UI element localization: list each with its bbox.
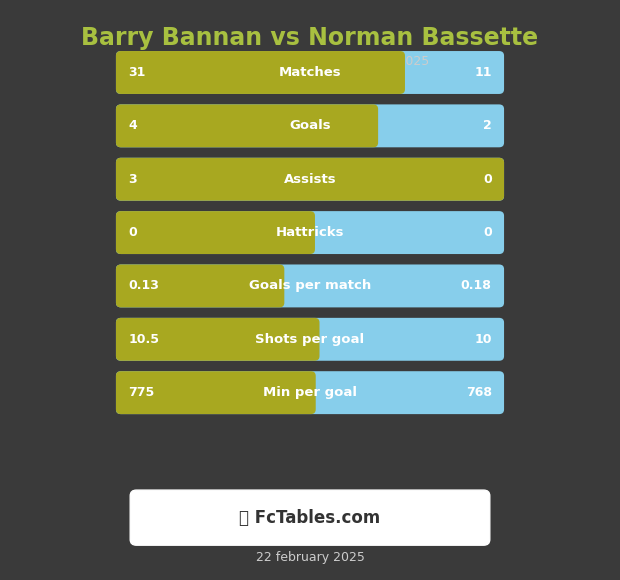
FancyBboxPatch shape [130, 490, 490, 545]
Text: 0: 0 [128, 226, 137, 239]
Text: 📊 FcTables.com: 📊 FcTables.com [239, 509, 381, 527]
Text: 0: 0 [483, 173, 492, 186]
Text: Matches: Matches [278, 66, 342, 79]
Text: Barry Bannan vs Norman Bassette: Barry Bannan vs Norman Bassette [81, 26, 539, 50]
FancyBboxPatch shape [116, 51, 504, 94]
FancyBboxPatch shape [116, 318, 504, 361]
FancyBboxPatch shape [116, 104, 504, 147]
Text: Goals per match: Goals per match [249, 280, 371, 292]
Text: 10.5: 10.5 [128, 333, 159, 346]
Text: 31: 31 [128, 66, 146, 79]
Text: Club competitions, Season 2024/2025: Club competitions, Season 2024/2025 [191, 55, 429, 68]
FancyBboxPatch shape [116, 158, 504, 201]
Text: 4: 4 [128, 119, 137, 132]
Text: Hattricks: Hattricks [276, 226, 344, 239]
FancyBboxPatch shape [116, 318, 319, 361]
Text: 775: 775 [128, 386, 154, 399]
Text: 2: 2 [483, 119, 492, 132]
Text: Min per goal: Min per goal [263, 386, 357, 399]
FancyBboxPatch shape [116, 264, 285, 307]
FancyBboxPatch shape [116, 371, 316, 414]
Text: Shots per goal: Shots per goal [255, 333, 365, 346]
Text: 0.13: 0.13 [128, 280, 159, 292]
Text: Goals: Goals [289, 119, 331, 132]
Text: 0.18: 0.18 [461, 280, 492, 292]
Text: 3: 3 [128, 173, 137, 186]
FancyBboxPatch shape [116, 158, 504, 201]
Text: 0: 0 [483, 226, 492, 239]
FancyBboxPatch shape [116, 211, 504, 254]
Text: 768: 768 [466, 386, 492, 399]
FancyBboxPatch shape [116, 371, 504, 414]
Text: 10: 10 [474, 333, 492, 346]
Text: Assists: Assists [284, 173, 336, 186]
FancyBboxPatch shape [116, 264, 504, 307]
Text: 22 february 2025: 22 february 2025 [255, 551, 365, 564]
FancyBboxPatch shape [116, 51, 405, 94]
FancyBboxPatch shape [116, 211, 315, 254]
Text: 11: 11 [474, 66, 492, 79]
FancyBboxPatch shape [116, 104, 378, 147]
